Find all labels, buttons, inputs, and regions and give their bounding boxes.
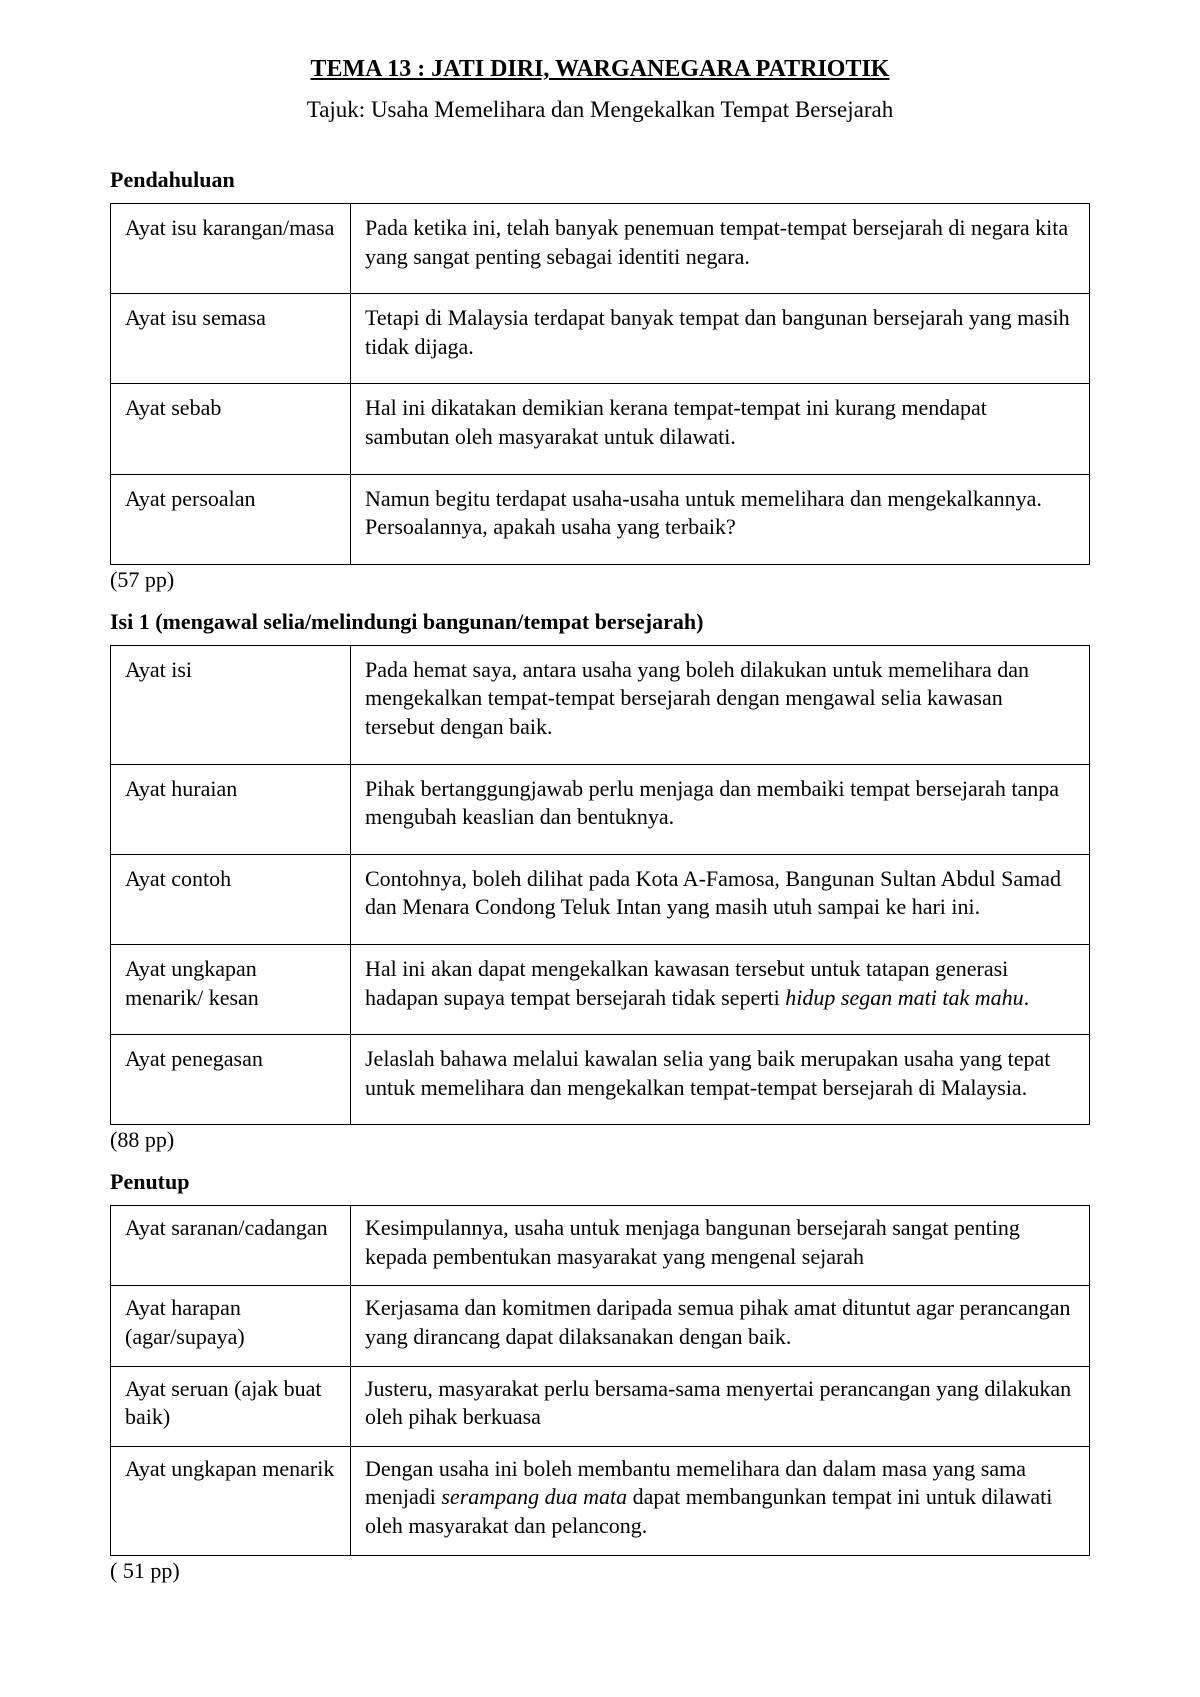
table-row: Ayat isu karangan/masa Pada ketika ini, … xyxy=(111,204,1090,294)
row-text: Kerjasama dan komitmen daripada semua pi… xyxy=(351,1286,1090,1366)
word-count-note: (88 pp) xyxy=(110,1127,1090,1153)
row-label: Ayat isi xyxy=(111,645,351,764)
row-text: Justeru, masyarakat perlu bersama-sama m… xyxy=(351,1366,1090,1446)
table-penutup: Ayat saranan/cadangan Kesimpulannya, usa… xyxy=(110,1205,1090,1555)
row-text: Hal ini dikatakan demikian kerana tempat… xyxy=(351,384,1090,474)
table-row: Ayat penegasan Jelaslah bahawa melalui k… xyxy=(111,1035,1090,1125)
table-isi1: Ayat isi Pada hemat saya, antara usaha y… xyxy=(110,645,1090,1126)
table-row: Ayat seruan (ajak buat baik) Justeru, ma… xyxy=(111,1366,1090,1446)
table-row: Ayat sebab Hal ini dikatakan demikian ke… xyxy=(111,384,1090,474)
row-text: Pihak bertanggungjawab perlu menjaga dan… xyxy=(351,764,1090,854)
table-row: Ayat isu semasa Tetapi di Malaysia terda… xyxy=(111,294,1090,384)
row-label: Ayat harapan (agar/supaya) xyxy=(111,1286,351,1366)
row-text: Contohnya, boleh dilihat pada Kota A-Fam… xyxy=(351,854,1090,944)
document-page: TEMA 13 : JATI DIRI, WARGANEGARA PATRIOT… xyxy=(0,0,1200,1697)
row-label: Ayat ungkapan menarik/ kesan xyxy=(111,944,351,1034)
row-label: Ayat ungkapan menarik xyxy=(111,1446,351,1555)
subtitle: Tajuk: Usaha Memelihara dan Mengekalkan … xyxy=(110,97,1090,123)
table-row: Ayat persoalan Namun begitu terdapat usa… xyxy=(111,474,1090,564)
main-title: TEMA 13 : JATI DIRI, WARGANEGARA PATRIOT… xyxy=(110,56,1090,83)
table-pendahuluan: Ayat isu karangan/masa Pada ketika ini, … xyxy=(110,203,1090,565)
table-row: Ayat ungkapan menarik Dengan usaha ini b… xyxy=(111,1446,1090,1555)
row-text-italic: serampang dua mata xyxy=(441,1484,627,1509)
row-label: Ayat huraian xyxy=(111,764,351,854)
row-text: Tetapi di Malaysia terdapat banyak tempa… xyxy=(351,294,1090,384)
section-heading-pendahuluan: Pendahuluan xyxy=(110,167,1090,193)
row-text: Pada ketika ini, telah banyak penemuan t… xyxy=(351,204,1090,294)
row-text: Kesimpulannya, usaha untuk menjaga bangu… xyxy=(351,1206,1090,1286)
table-row: Ayat contoh Contohnya, boleh dilihat pad… xyxy=(111,854,1090,944)
row-text: Jelaslah bahawa melalui kawalan selia ya… xyxy=(351,1035,1090,1125)
table-row: Ayat huraian Pihak bertanggungjawab perl… xyxy=(111,764,1090,854)
row-label: Ayat contoh xyxy=(111,854,351,944)
row-label: Ayat saranan/cadangan xyxy=(111,1206,351,1286)
word-count-note: ( 51 pp) xyxy=(110,1558,1090,1584)
table-row: Ayat saranan/cadangan Kesimpulannya, usa… xyxy=(111,1206,1090,1286)
section-heading-isi1: Isi 1 (mengawal selia/melindungi banguna… xyxy=(110,609,1090,635)
table-row: Ayat isi Pada hemat saya, antara usaha y… xyxy=(111,645,1090,764)
row-label: Ayat isu semasa xyxy=(111,294,351,384)
table-row: Ayat harapan (agar/supaya) Kerjasama dan… xyxy=(111,1286,1090,1366)
row-label: Ayat seruan (ajak buat baik) xyxy=(111,1366,351,1446)
row-text: Dengan usaha ini boleh membantu memeliha… xyxy=(351,1446,1090,1555)
table-row: Ayat ungkapan menarik/ kesan Hal ini aka… xyxy=(111,944,1090,1034)
row-text: Pada hemat saya, antara usaha yang boleh… xyxy=(351,645,1090,764)
section-heading-penutup: Penutup xyxy=(110,1169,1090,1195)
row-label: Ayat penegasan xyxy=(111,1035,351,1125)
row-label: Ayat persoalan xyxy=(111,474,351,564)
row-text: Namun begitu terdapat usaha-usaha untuk … xyxy=(351,474,1090,564)
row-label: Ayat isu karangan/masa xyxy=(111,204,351,294)
word-count-note: (57 pp) xyxy=(110,567,1090,593)
row-text-post: . xyxy=(1024,985,1030,1010)
row-label: Ayat sebab xyxy=(111,384,351,474)
row-text-italic: hidup segan mati tak mahu xyxy=(785,985,1023,1010)
row-text: Hal ini akan dapat mengekalkan kawasan t… xyxy=(351,944,1090,1034)
